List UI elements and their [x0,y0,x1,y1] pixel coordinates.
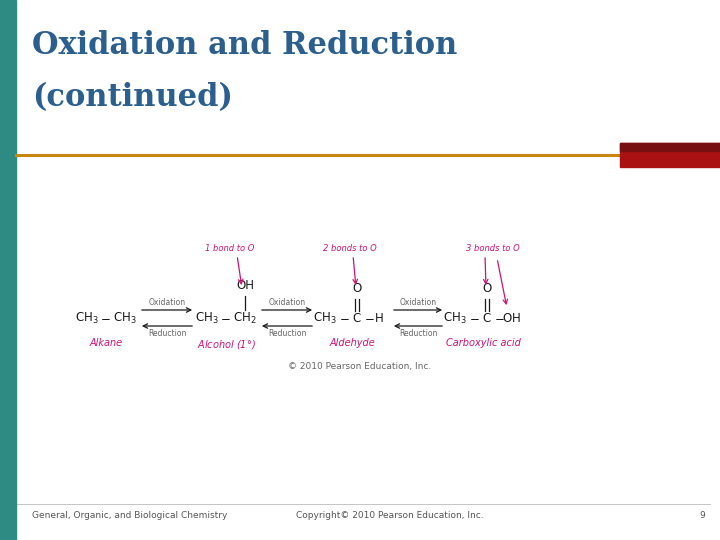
Text: $\mathregular{CH_3}$: $\mathregular{CH_3}$ [113,310,137,326]
Text: $\mathregular{C}$: $\mathregular{C}$ [352,312,361,325]
Text: Alcohol (1$\degree$): Alcohol (1$\degree$) [197,338,256,351]
Text: $\mathregular{H}$: $\mathregular{H}$ [374,312,384,325]
Text: $\mathregular{CH_3}$: $\mathregular{CH_3}$ [75,310,99,326]
Text: $-$: $-$ [494,312,504,325]
Bar [620,143,720,167]
Text: OH: OH [236,279,254,292]
Text: $\mathregular{CH_3}$: $\mathregular{CH_3}$ [313,310,337,326]
Text: Copyright© 2010 Pearson Education, Inc.: Copyright© 2010 Pearson Education, Inc. [296,511,484,521]
Text: $-$: $-$ [469,312,480,325]
Text: 3 bonds to O: 3 bonds to O [466,244,520,253]
Text: Reduction: Reduction [268,329,306,338]
Bar [0,0,16,540]
Text: Carboxylic acid: Carboxylic acid [446,338,521,348]
Text: $\mathregular{O}$: $\mathregular{O}$ [351,282,362,295]
Text: $-$: $-$ [338,312,349,325]
Text: 1 bond to O: 1 bond to O [205,244,255,253]
Text: $\mathregular{CH_3}$: $\mathregular{CH_3}$ [443,310,467,326]
Text: Oxidation and Reduction: Oxidation and Reduction [32,30,457,61]
Text: Oxidation: Oxidation [400,298,436,307]
Text: 9: 9 [699,511,705,521]
Text: Reduction: Reduction [148,329,186,338]
Text: 2 bonds to O: 2 bonds to O [323,244,377,253]
Text: $\mathregular{CH_3}$: $\mathregular{CH_3}$ [195,310,219,326]
Text: $\mathregular{C}$: $\mathregular{C}$ [482,312,492,325]
Text: Alkane: Alkane [89,338,122,348]
Text: Oxidation: Oxidation [269,298,305,307]
Text: $-$: $-$ [99,312,110,325]
Text: $\mathregular{OH}$: $\mathregular{OH}$ [502,312,521,325]
Text: Oxidation: Oxidation [148,298,186,307]
Bar [620,143,720,151]
Text: Aldehyde: Aldehyde [329,338,375,348]
Text: General, Organic, and Biological Chemistry: General, Organic, and Biological Chemist… [32,511,228,521]
Text: Reduction: Reduction [399,329,437,338]
Text: $\mathregular{CH_2}$: $\mathregular{CH_2}$ [233,310,257,326]
Text: $-$: $-$ [364,312,374,325]
Text: © 2010 Pearson Education, Inc.: © 2010 Pearson Education, Inc. [289,361,431,370]
Text: (continued): (continued) [32,82,233,113]
Text: $-$: $-$ [220,312,230,325]
Text: $\mathregular{O}$: $\mathregular{O}$ [482,282,492,295]
